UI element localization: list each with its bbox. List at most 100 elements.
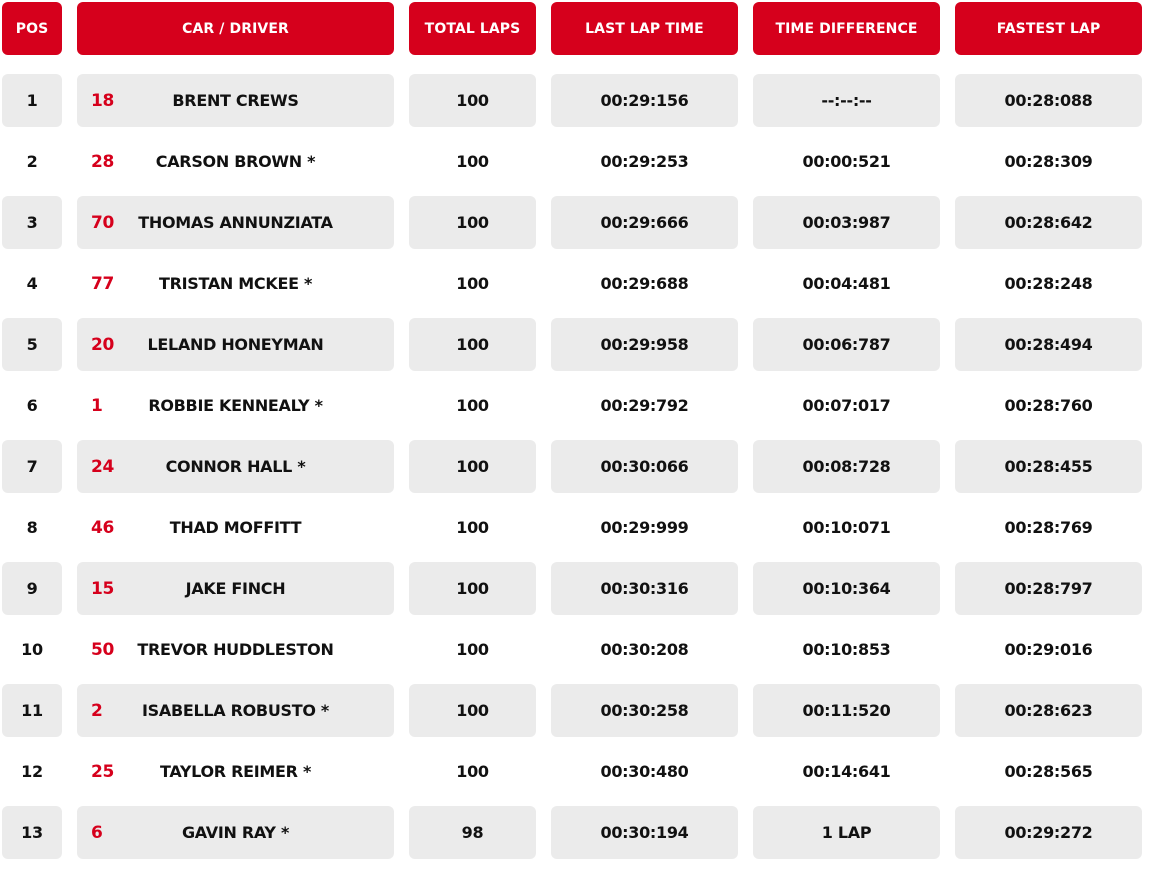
table-row: 13 6 GAVIN RAY * 98 00:30:194 1 LAP 00:2… — [0, 806, 1153, 859]
time-difference-cell: 00:04:481 — [802, 274, 891, 293]
last-lap-time-cell: 00:29:999 — [600, 518, 689, 537]
last-lap-time-cell: 00:30:258 — [551, 684, 738, 737]
driver-name: CARSON BROWN * — [155, 152, 316, 171]
total-laps-cell: 100 — [409, 440, 536, 493]
last-lap-time-cell: 00:29:688 — [600, 274, 689, 293]
car-number: 25 — [91, 761, 115, 782]
total-laps-cell: 100 — [456, 762, 489, 781]
fastest-lap-cell: 00:28:309 — [1004, 152, 1093, 171]
position-cell: 9 — [2, 562, 62, 615]
total-laps-cell: 100 — [456, 152, 489, 171]
time-difference-cell: 00:06:787 — [753, 318, 940, 371]
table-row: 9 15 JAKE FINCH 100 00:30:316 00:10:364 … — [0, 562, 1153, 615]
time-difference-cell: --:--:-- — [753, 74, 940, 127]
total-laps-cell: 100 — [409, 196, 536, 249]
position-cell: 4 — [26, 274, 38, 293]
total-laps-cell: 100 — [409, 684, 536, 737]
table-row: 1 18 BRENT CREWS 100 00:29:156 --:--:-- … — [0, 74, 1153, 127]
driver-name: TAYLOR REIMER * — [159, 762, 312, 781]
position-cell: 12 — [21, 762, 43, 781]
table-row: 11 2 ISABELLA ROBUSTO * 100 00:30:258 00… — [0, 684, 1153, 737]
position-cell: 11 — [2, 684, 62, 737]
header-time-difference: TIME DIFFERENCE — [753, 2, 940, 55]
driver-name: ROBBIE KENNEALY * — [148, 396, 323, 415]
car-number: 15 — [91, 578, 115, 599]
header-total-laps: TOTAL LAPS — [409, 2, 536, 55]
car-number: 18 — [91, 90, 115, 111]
header-last-lap-time: LAST LAP TIME — [551, 2, 738, 55]
driver-name: JAKE FINCH — [185, 579, 286, 598]
header-fastest-lap: FASTEST LAP — [955, 2, 1142, 55]
driver-name: CONNOR HALL * — [165, 457, 306, 476]
time-difference-cell: 00:07:017 — [802, 396, 891, 415]
time-difference-cell: 00:10:071 — [802, 518, 891, 537]
last-lap-time-cell: 00:30:066 — [551, 440, 738, 493]
total-laps-cell: 100 — [409, 318, 536, 371]
fastest-lap-cell: 00:28:455 — [955, 440, 1142, 493]
position-cell: 5 — [2, 318, 62, 371]
car-number: 1 — [91, 395, 103, 416]
last-lap-time-cell: 00:29:958 — [551, 318, 738, 371]
car-driver-cell: 18 BRENT CREWS — [77, 74, 394, 127]
car-driver-cell: 25 TAYLOR REIMER * — [77, 745, 394, 798]
last-lap-time-cell: 00:30:480 — [600, 762, 689, 781]
driver-name: BRENT CREWS — [172, 91, 299, 110]
car-number: 2 — [91, 700, 103, 721]
car-driver-cell: 50 TREVOR HUDDLESTON — [77, 623, 394, 676]
table-row: 7 24 CONNOR HALL * 100 00:30:066 00:08:7… — [0, 440, 1153, 493]
last-lap-time-cell: 00:30:194 — [551, 806, 738, 859]
position-cell: 3 — [2, 196, 62, 249]
driver-name: TRISTAN MCKEE * — [158, 274, 313, 293]
table-row: 6 1 ROBBIE KENNEALY * 100 00:29:792 00:0… — [0, 379, 1153, 432]
fastest-lap-cell: 00:28:642 — [955, 196, 1142, 249]
car-driver-cell: 6 GAVIN RAY * — [77, 806, 394, 859]
driver-name: GAVIN RAY * — [181, 823, 290, 842]
position-cell: 13 — [2, 806, 62, 859]
position-cell: 6 — [26, 396, 38, 415]
last-lap-time-cell: 00:29:253 — [600, 152, 689, 171]
time-difference-cell: 1 LAP — [753, 806, 940, 859]
time-difference-cell: 00:14:641 — [802, 762, 891, 781]
total-laps-cell: 100 — [409, 74, 536, 127]
fastest-lap-cell: 00:28:797 — [955, 562, 1142, 615]
fastest-lap-cell: 00:28:565 — [1004, 762, 1093, 781]
last-lap-time-cell: 00:30:208 — [600, 640, 689, 659]
position-cell: 8 — [26, 518, 38, 537]
table-row: 2 28 CARSON BROWN * 100 00:29:253 00:00:… — [0, 135, 1153, 188]
fastest-lap-cell: 00:28:494 — [955, 318, 1142, 371]
car-number: 24 — [91, 456, 115, 477]
car-number: 6 — [91, 822, 103, 843]
driver-name: TREVOR HUDDLESTON — [137, 640, 334, 659]
total-laps-cell: 100 — [409, 562, 536, 615]
car-driver-cell: 20 LELAND HONEYMAN — [77, 318, 394, 371]
car-driver-cell: 2 ISABELLA ROBUSTO * — [77, 684, 394, 737]
header-car-driver: CAR / DRIVER — [77, 2, 394, 55]
last-lap-time-cell: 00:29:666 — [551, 196, 738, 249]
time-difference-cell: 00:03:987 — [753, 196, 940, 249]
total-laps-cell: 100 — [456, 396, 489, 415]
car-driver-cell: 1 ROBBIE KENNEALY * — [77, 379, 394, 432]
fastest-lap-cell: 00:28:088 — [955, 74, 1142, 127]
table-row: 5 20 LELAND HONEYMAN 100 00:29:958 00:06… — [0, 318, 1153, 371]
last-lap-time-cell: 00:29:156 — [551, 74, 738, 127]
time-difference-cell: 00:10:853 — [802, 640, 891, 659]
car-driver-cell: 15 JAKE FINCH — [77, 562, 394, 615]
driver-name: THAD MOFFITT — [169, 518, 302, 537]
header-pos: POS — [2, 2, 62, 55]
time-difference-cell: 00:11:520 — [753, 684, 940, 737]
driver-name: LELAND HONEYMAN — [147, 335, 324, 354]
total-laps-cell: 100 — [456, 640, 489, 659]
last-lap-time-cell: 00:30:316 — [551, 562, 738, 615]
fastest-lap-cell: 00:29:272 — [955, 806, 1142, 859]
car-driver-cell: 77 TRISTAN MCKEE * — [77, 257, 394, 310]
table-row: 8 46 THAD MOFFITT 100 00:29:999 00:10:07… — [0, 501, 1153, 554]
position-cell: 2 — [26, 152, 38, 171]
fastest-lap-cell: 00:29:016 — [1004, 640, 1093, 659]
position-cell: 10 — [21, 640, 43, 659]
time-difference-cell: 00:00:521 — [802, 152, 891, 171]
car-driver-cell: 28 CARSON BROWN * — [77, 135, 394, 188]
car-number: 70 — [91, 212, 115, 233]
table-row: 3 70 THOMAS ANNUNZIATA 100 00:29:666 00:… — [0, 196, 1153, 249]
table-row: 10 50 TREVOR HUDDLESTON 100 00:30:208 00… — [0, 623, 1153, 676]
time-difference-cell: 00:08:728 — [753, 440, 940, 493]
